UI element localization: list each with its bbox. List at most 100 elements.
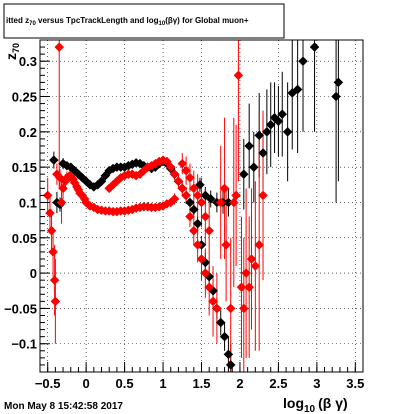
data-point [262,126,272,137]
data-point [221,239,231,250]
data-point [233,70,244,81]
data-point [50,296,61,307]
x-tick-label: −0.5 [35,376,61,391]
y-tick-label: 0.3 [19,54,37,69]
timestamp: Mon May 8 15:42:58 2017 [4,401,123,412]
data-point [258,190,268,201]
data-point [192,218,203,229]
data-point [46,225,57,236]
title-sub2: 10 [159,21,166,27]
data-point [177,158,188,169]
data-point [277,109,288,120]
x-tick-label: 1.5 [192,376,210,391]
data-point [244,141,255,151]
data-point [215,197,226,208]
data-point [265,119,276,130]
data-point [185,172,195,183]
data-point [254,239,265,250]
x-tick-label: 0 [83,376,90,391]
data-point [204,225,215,236]
x-axis-title-end: (β γ) [318,395,348,411]
x-axis-title-sub: 10 [304,404,316,414]
data-point [173,176,184,187]
title-sub: 70 [29,21,36,27]
y-tick-label: 0.1 [19,195,37,210]
data-point [333,77,344,88]
data-point [188,225,199,236]
x-tick-labels: −0.5 0 0.5 1 1.5 2 2.5 3 3.5 [35,376,364,391]
data-point [241,268,251,278]
data-point [208,296,218,307]
data-point [196,197,207,208]
data-point [225,303,236,314]
title-main: itted z [6,16,29,25]
axis-ticks [39,46,364,373]
data-point [228,197,239,208]
data-point [48,155,59,165]
data-point [250,261,261,271]
data-point [205,194,216,204]
data-point [42,190,53,201]
data-point [231,190,241,201]
data-point [273,116,284,127]
data-point [169,169,180,180]
y-tick-labels: −0.1 −0.05 0 0.05 0.1 0.15 0.2 0.25 0.3 [4,54,37,352]
data-point [192,239,203,250]
y-tick-label: −0.05 [4,301,37,316]
x-tick-label: 1 [159,376,166,391]
data-point [248,162,259,173]
y-axis-title-sub: 70 [11,43,21,53]
x-tick-label: 3 [313,376,320,391]
data-point [223,349,234,360]
data-point [188,204,199,215]
data-point [56,197,67,208]
data-point [55,172,65,183]
title-rest: versus TpcTrackLength and log [36,16,159,25]
data-point [238,303,249,314]
data-point [195,179,205,190]
y-tick-label: 0.05 [12,231,37,246]
x-axis-title-main: log [283,395,304,411]
y-tick-label: 0.2 [19,125,37,140]
data-point [188,183,199,194]
title-box [3,3,285,39]
data-point [96,176,107,187]
y-axis-title: z70 [3,43,21,60]
data-point [181,165,191,176]
data-point [309,42,320,52]
data-point [225,360,236,370]
data-point [331,91,341,102]
data-point [185,211,195,222]
data-point [244,282,255,293]
title-end: (βγ) for Global muon+ [165,16,249,25]
data-point [49,275,60,286]
data-point [258,148,268,158]
x-tick-label: 2 [236,376,243,391]
data-point [246,254,257,264]
y-tick-label: 0.15 [12,160,37,175]
data-point [54,42,65,52]
x-axis-title: log10 (β γ) [283,395,348,414]
x-tick-label: 2.5 [269,376,287,391]
data-point [169,194,180,204]
data-point [219,331,230,342]
data-point [282,126,293,137]
data-point [58,183,68,194]
data-point [254,130,265,141]
data-point [162,156,172,167]
data-point [192,190,203,201]
x-tick-label: 0.5 [116,376,134,391]
data-point [165,162,176,173]
data-point [177,183,188,194]
data-point [196,254,207,264]
data-point [185,197,195,208]
chart-title: itted z70 versus TpcTrackLength and log1… [6,16,249,27]
y-tick-label: −0.1 [11,337,37,352]
data-point [200,211,211,222]
data-point [204,282,215,293]
data-point [236,282,247,293]
y-axis-title-main: z [3,53,19,60]
x-tick-label: 3.5 [346,376,364,391]
